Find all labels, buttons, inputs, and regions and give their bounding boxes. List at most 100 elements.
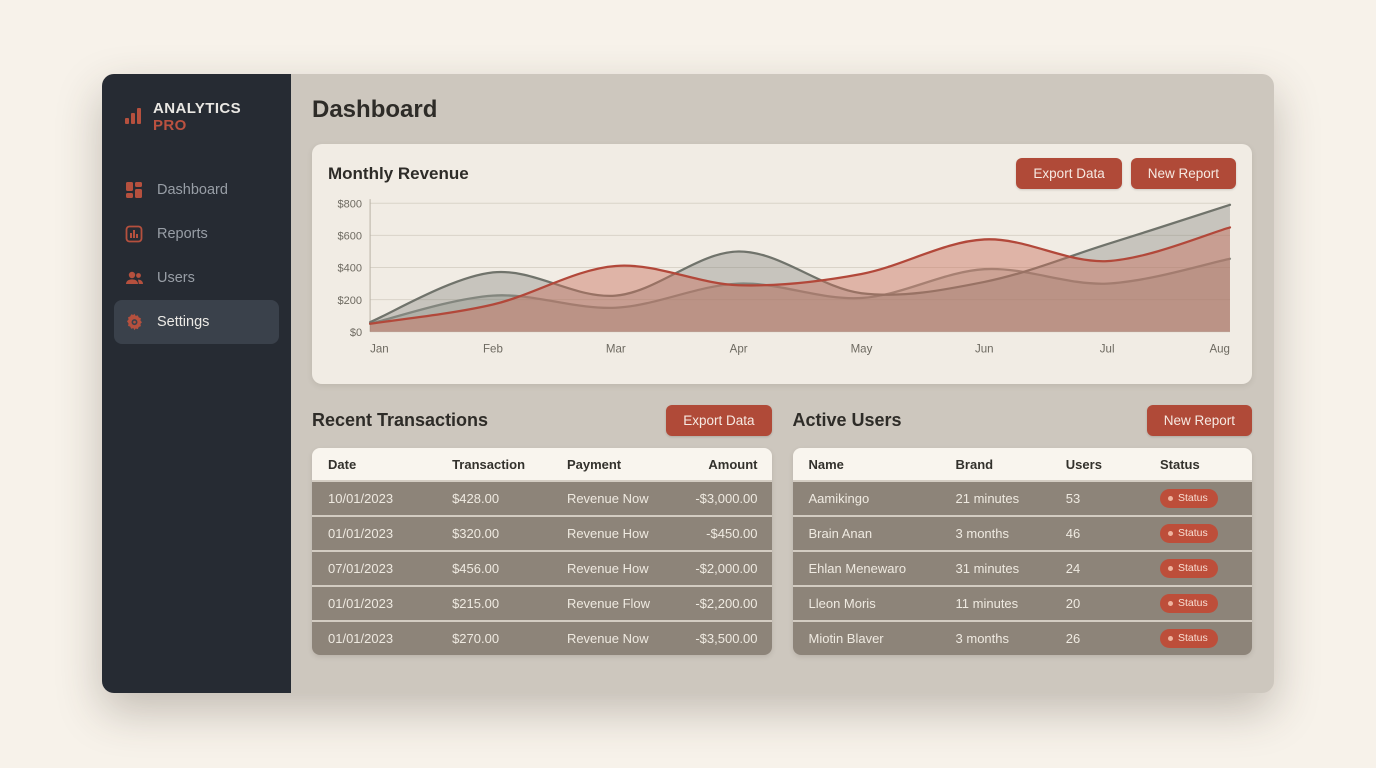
sidebar-item-label: Settings <box>157 314 210 330</box>
svg-text:$800: $800 <box>338 198 363 210</box>
transactions-table: Date Transaction Payment Amount 10/01/2023 $… <box>312 448 772 655</box>
monthly-revenue-card: Monthly Revenue Export Data New Report $… <box>312 144 1252 384</box>
transaction-amount-cell: -$3,000.00 <box>670 480 772 515</box>
transaction-value-cell: $270.00 <box>436 620 551 655</box>
user-count-cell: 24 <box>1049 550 1144 585</box>
transaction-value-cell: $320.00 <box>436 515 551 550</box>
table-row: Lleon Moris 11 minutes 20 Status <box>792 585 1252 620</box>
user-status-cell: Status <box>1143 550 1252 585</box>
user-name-cell: Aamikingo <box>792 480 940 515</box>
user-status-cell: Status <box>1143 480 1252 515</box>
svg-text:$200: $200 <box>338 295 363 307</box>
user-name-cell: Lleon Moris <box>792 585 940 620</box>
status-dot-icon <box>1167 636 1173 642</box>
column-header: Payment <box>550 448 671 480</box>
svg-text:May: May <box>851 342 873 355</box>
user-status-cell: Status <box>1143 585 1252 620</box>
user-count-cell: 53 <box>1049 480 1144 515</box>
column-header: Brand <box>939 448 1050 480</box>
transaction-date-cell: 01/01/2023 <box>312 515 437 550</box>
column-header: Date <box>312 448 437 480</box>
svg-text:Apr: Apr <box>730 342 748 355</box>
users-icon <box>124 268 144 288</box>
status-badge: Status <box>1159 629 1218 648</box>
transaction-value-cell: $215.00 <box>436 585 551 620</box>
sidebar-item-users[interactable]: Users <box>114 256 279 300</box>
transaction-value-cell: $456.00 <box>436 550 551 585</box>
sidebar-item-reports[interactable]: Reports <box>114 212 279 256</box>
user-brand-cell: 31 minutes <box>939 550 1050 585</box>
status-badge: Status <box>1159 489 1218 508</box>
table-row: 01/01/2023 $270.00 Revenue Now -$3,500.00 <box>312 620 772 655</box>
gear-icon <box>124 312 144 332</box>
sidebar-item-label: Dashboard <box>157 182 228 198</box>
user-status-cell: Status <box>1143 515 1252 550</box>
status-dot-icon <box>1167 531 1173 537</box>
transaction-amount-cell: -$2,000.00 <box>670 550 772 585</box>
svg-text:$400: $400 <box>338 263 363 275</box>
table-row: 01/01/2023 $215.00 Revenue Flow -$2,200.00 <box>312 585 772 620</box>
monthly-revenue-title: Monthly Revenue <box>328 163 469 183</box>
table-row: 10/01/2023 $428.00 Revenue Now -$3,000.00 <box>312 480 772 515</box>
status-badge: Status <box>1159 594 1218 613</box>
sidebar-item-label: Reports <box>157 226 208 242</box>
page-title: Dashboard <box>312 96 438 123</box>
recent-transactions-title: Recent Transactions <box>312 410 489 430</box>
report-icon <box>124 224 144 244</box>
user-count-cell: 26 <box>1049 620 1144 655</box>
status-dot-icon <box>1167 496 1173 502</box>
bar-chart-logo-icon <box>124 105 144 130</box>
table-row: Aamikingo 21 minutes 53 Status <box>792 480 1252 515</box>
svg-text:Aug: Aug <box>1209 342 1230 355</box>
main-content: Dashboard Monthly Revenue Export Data Ne… <box>291 74 1274 693</box>
column-header: Name <box>792 448 940 480</box>
status-badge: Status <box>1159 524 1218 543</box>
status-dot-icon <box>1167 601 1173 607</box>
active-users-section: Active Users New Report Name Brand Users St… <box>792 404 1252 655</box>
svg-text:Jun: Jun <box>975 342 994 355</box>
brand-logo: ANALYTICS PRO <box>114 100 279 134</box>
svg-text:Mar: Mar <box>606 342 626 355</box>
svg-text:Feb: Feb <box>483 342 503 355</box>
status-dot-icon <box>1167 566 1173 572</box>
transactions-export-data-button[interactable]: Export Data <box>666 405 772 436</box>
user-status-cell: Status <box>1143 620 1252 655</box>
sidebar-item-dashboard[interactable]: Dashboard <box>114 168 279 212</box>
table-row: Ehlan Menewaro 31 minutes 24 Status <box>792 550 1252 585</box>
dashboard-app-window: ANALYTICS PRO Dashboard <box>102 74 1274 693</box>
active-users-title: Active Users <box>792 410 902 430</box>
new-report-button[interactable]: New Report <box>1130 158 1236 189</box>
user-count-cell: 20 <box>1049 585 1144 620</box>
revenue-area-chart: $0 $200 $400 $600 $800 Jan Feb Mar Apr May Jun Jul A… <box>328 195 1236 367</box>
users-new-report-button[interactable]: New Report <box>1146 405 1252 436</box>
column-header: Status <box>1143 448 1252 480</box>
transaction-payment-cell: Revenue How <box>550 515 671 550</box>
user-brand-cell: 21 minutes <box>939 480 1050 515</box>
column-header: Users <box>1049 448 1144 480</box>
user-brand-cell: 3 months <box>939 515 1050 550</box>
active-users-table: Name Brand Users Status Aamikingo 21 minutes… <box>792 448 1252 655</box>
transaction-value-cell: $428.00 <box>436 480 551 515</box>
user-count-cell: 46 <box>1049 515 1144 550</box>
column-header: Transaction <box>436 448 551 480</box>
transaction-payment-cell: Revenue Now <box>550 480 671 515</box>
user-brand-cell: 11 minutes <box>939 585 1050 620</box>
transaction-date-cell: 10/01/2023 <box>312 480 437 515</box>
transaction-payment-cell: Revenue How <box>550 550 671 585</box>
users-header-row: Name Brand Users Status <box>792 448 1252 480</box>
revenue-chart-svg: $0 $200 $400 $600 $800 Jan Feb Mar Apr May Jun Jul A… <box>338 198 1232 356</box>
recent-transactions-section: Recent Transactions Export Data Date Tran… <box>312 404 772 655</box>
transaction-amount-cell: -$3,500.00 <box>670 620 772 655</box>
table-row: Brain Anan 3 months 46 Status <box>792 515 1252 550</box>
sidebar: ANALYTICS PRO Dashboard <box>102 74 291 693</box>
brand-suffix: PRO <box>153 117 187 134</box>
column-header: Amount <box>670 448 772 480</box>
brand-name: ANALYTICS PRO <box>153 100 242 134</box>
export-data-button[interactable]: Export Data <box>1016 158 1122 189</box>
svg-text:$600: $600 <box>338 230 363 242</box>
sidebar-item-settings[interactable]: Settings <box>114 300 279 344</box>
user-name-cell: Brain Anan <box>792 515 940 550</box>
transaction-date-cell: 01/01/2023 <box>312 585 437 620</box>
user-name-cell: Miotin Blaver <box>792 620 940 655</box>
